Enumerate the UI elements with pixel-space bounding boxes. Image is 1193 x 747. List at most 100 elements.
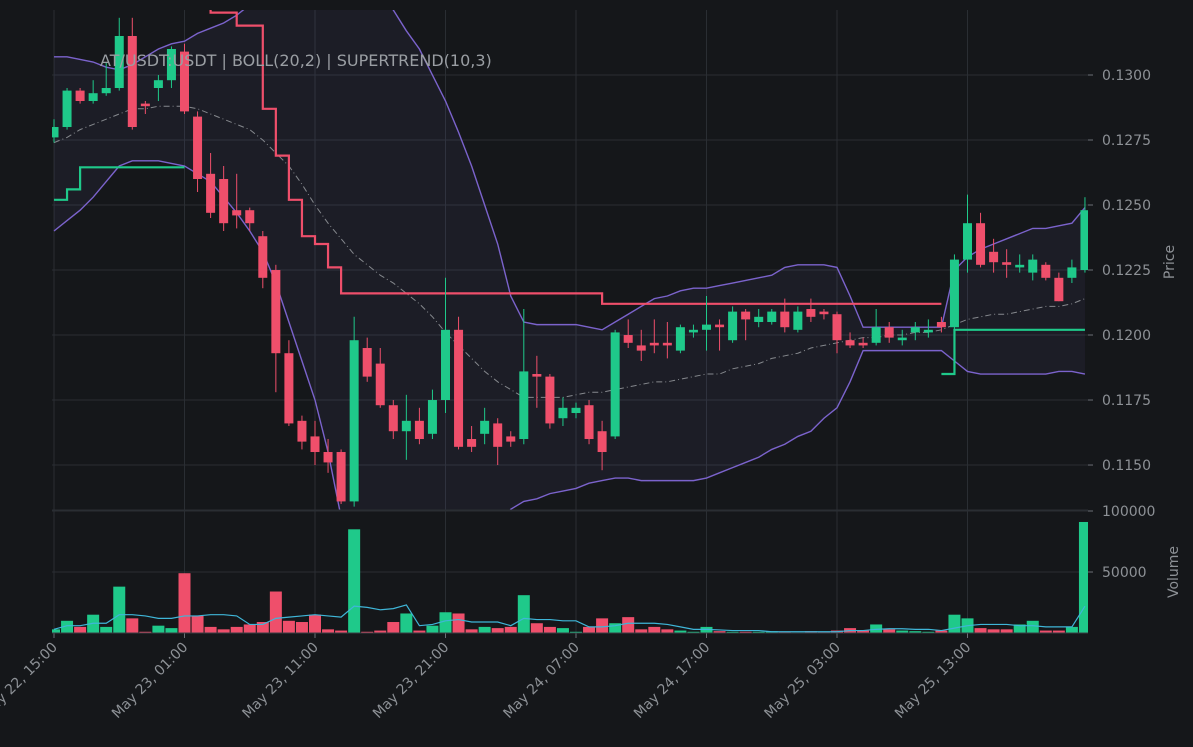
candle-body [349, 340, 359, 502]
volume-bar [556, 628, 569, 633]
candle-body [767, 311, 777, 323]
candle-body [414, 420, 424, 440]
candle-body [180, 51, 189, 112]
volume-bar [387, 622, 400, 633]
volume-bar [687, 631, 700, 633]
candle-body [806, 309, 816, 317]
candle-body [949, 259, 959, 328]
candle-body [153, 80, 163, 89]
candle-body [702, 324, 711, 330]
candle-body [858, 342, 868, 346]
volume-bar [948, 614, 961, 633]
volume-bar [648, 626, 661, 633]
volume-bar [739, 631, 752, 633]
volume-bar [987, 629, 1000, 633]
volume-bar [517, 595, 530, 633]
volume-bar [452, 613, 465, 633]
candle-body [258, 236, 268, 278]
candle-body [206, 173, 216, 213]
volume-bar [622, 617, 635, 633]
volume-bar [204, 626, 217, 633]
candle-body [754, 316, 764, 323]
candle-body [232, 210, 242, 216]
volume-bar [139, 631, 152, 633]
candle-body [52, 127, 59, 138]
volume-bar [583, 626, 596, 633]
y-tick-label: 0.1150 [1102, 458, 1151, 474]
candle-body [871, 327, 881, 343]
candle-body [910, 327, 920, 333]
candle-body [193, 116, 203, 180]
candle-body [610, 332, 620, 437]
price-panel [52, 10, 1088, 510]
candle-body [401, 420, 411, 432]
candle-body [675, 327, 685, 351]
volume-bar [1039, 630, 1052, 633]
volume-bar [674, 630, 687, 633]
candle-body [1028, 259, 1038, 273]
volume-bar [282, 620, 295, 633]
candle-body [1054, 277, 1064, 302]
volume-bar [309, 614, 321, 633]
candle-body [362, 348, 372, 377]
y-axis-label: Volume [1166, 546, 1182, 598]
candle-body [819, 311, 829, 315]
candle-body [963, 223, 972, 260]
candle-body [1080, 210, 1088, 271]
volume-bar [217, 629, 230, 633]
candle-body [845, 340, 855, 346]
volume-bar [1013, 624, 1026, 633]
volume-bar [191, 615, 204, 633]
volume-bar [491, 628, 504, 633]
candle-body [297, 420, 307, 442]
candle-body [62, 90, 72, 128]
candle-body [884, 327, 894, 338]
supertrend-down [209, 10, 942, 305]
candle-body [506, 436, 516, 442]
volume-bar [530, 623, 543, 633]
volume-bar [256, 622, 269, 633]
volume-bar [335, 630, 348, 633]
candle-body [88, 93, 98, 102]
candle-body [519, 371, 529, 440]
volume-bar [361, 631, 374, 633]
volume-bar [243, 624, 256, 633]
volume-bar [543, 626, 556, 633]
y-axis-label: Price [1162, 245, 1178, 279]
candle-body [636, 345, 646, 351]
candle-body [75, 90, 85, 102]
candle-body [558, 407, 568, 419]
candle-body [388, 405, 398, 432]
y-tick-label: 0.1175 [1102, 393, 1151, 409]
volume-bar [52, 629, 60, 633]
candle-body [584, 405, 594, 440]
volume-bar [974, 628, 987, 633]
candle-body [545, 376, 555, 424]
y-tick-label: 0.1250 [1102, 198, 1151, 214]
candle-body [323, 452, 333, 463]
volume-bar [752, 631, 765, 633]
volume-bar [426, 625, 439, 633]
candle-body [1002, 262, 1012, 265]
candle-body [245, 210, 255, 224]
bollinger-band [54, 10, 1085, 510]
volume-bar [935, 630, 948, 633]
volume-bar [778, 631, 791, 633]
candle-body [688, 329, 698, 333]
candle-body [1041, 264, 1051, 278]
volume-bar [922, 631, 935, 633]
volume-bar [322, 629, 335, 633]
candle-body [127, 36, 137, 128]
volume-bar [400, 613, 413, 633]
volume-bar [504, 626, 517, 633]
volume-bar [348, 529, 361, 633]
volume-bar [570, 631, 582, 633]
volume-bar [1078, 521, 1088, 633]
volume-bar [478, 626, 491, 633]
y-tick-label: 0.1275 [1102, 133, 1151, 149]
volume-bar [870, 624, 883, 633]
volume-bar [100, 626, 113, 633]
volume-bar [374, 630, 387, 633]
candle-body [832, 314, 842, 341]
volume-bar [61, 620, 74, 633]
